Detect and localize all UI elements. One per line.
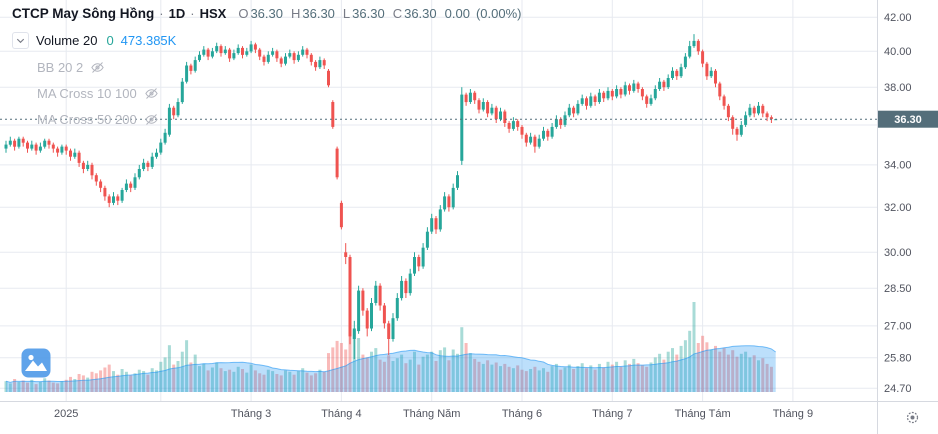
exchange-label: HSX	[199, 6, 227, 22]
indicator-row-ma-cross-50-200[interactable]: MA Cross 50 200	[12, 112, 527, 127]
volume-legend-row[interactable]: Volume 20 0 473.385K	[12, 31, 527, 49]
company-logo-icon	[21, 348, 51, 383]
svg-text:36.30: 36.30	[894, 114, 922, 126]
svg-text:38.00: 38.00	[884, 82, 912, 94]
time-axis[interactable]: 2025 Tháng 3 Tháng 4 Tháng Năm Tháng 6 Tháng …	[54, 408, 813, 420]
svg-text:27.00: 27.00	[884, 321, 912, 333]
svg-text:Tháng 7: Tháng 7	[592, 408, 632, 420]
volume-layer	[4, 302, 773, 392]
volume-ma-line	[5, 345, 776, 383]
svg-text:Tháng 3: Tháng 3	[231, 408, 271, 420]
svg-text:Tháng 9: Tháng 9	[773, 408, 813, 420]
svg-text:32.00: 32.00	[884, 202, 912, 214]
svg-text:25.80: 25.80	[884, 352, 912, 364]
svg-text:42.00: 42.00	[884, 12, 912, 24]
eye-off-icon[interactable]	[144, 112, 159, 127]
svg-text:Tháng 4: Tháng 4	[321, 408, 361, 420]
indicator-row-ma-cross-10-100[interactable]: MA Cross 10 100	[12, 86, 527, 101]
svg-text:24.70: 24.70	[884, 383, 912, 395]
change-percent: (0.00%)	[475, 6, 522, 22]
eye-off-icon[interactable]	[90, 60, 105, 75]
close-value: C 36.30	[392, 6, 437, 22]
svg-text:Tháng Tám: Tháng Tám	[675, 408, 731, 420]
bb-indicator-label[interactable]: BB 20 2	[37, 59, 84, 75]
indicator-row-bb[interactable]: BB 20 2	[12, 60, 527, 75]
volume-current-value: 0	[106, 32, 114, 48]
svg-text:Tháng 6: Tháng 6	[502, 408, 542, 420]
candles-layer	[4, 34, 778, 360]
last-price-tag: 36.30	[878, 110, 938, 128]
symbol-title-row[interactable]: CTCP May Sông Hồng · 1D · HSX O 36.30 H 36…	[12, 7, 527, 21]
price-axis[interactable]: 42.00 40.00 38.00 34.00 32.00 30.00 28.50 27.00…	[884, 12, 912, 395]
open-value: O 36.30	[238, 6, 283, 22]
change-value: 0.00	[444, 6, 470, 22]
chevron-down-icon	[16, 38, 25, 43]
low-value: L 36.30	[342, 6, 385, 22]
eye-off-icon[interactable]	[144, 86, 159, 101]
high-value: H 36.30	[290, 6, 335, 22]
svg-text:40.00: 40.00	[884, 46, 912, 58]
volume-indicator-label[interactable]: Volume 20	[36, 32, 98, 48]
separator-dot: ·	[190, 6, 195, 22]
volume-ma-area	[6, 345, 776, 392]
svg-text:28.50: 28.50	[884, 283, 912, 295]
interval-label[interactable]: 1D	[168, 6, 186, 22]
svg-text:34.00: 34.00	[884, 160, 912, 172]
ohlc-values: O 36.30 H 36.30 L 36.30 C 36.30 0.00 (0.00%)	[238, 7, 527, 20]
ma-cross-10-100-label[interactable]: MA Cross 10 100	[37, 85, 137, 101]
ma-cross-50-200-label[interactable]: MA Cross 50 200	[37, 111, 137, 127]
svg-text:Tháng Năm: Tháng Năm	[403, 408, 460, 420]
grid-layer	[0, 0, 877, 401]
separator-dot: ·	[159, 6, 164, 22]
volume-ma-value: 473.385K	[120, 32, 177, 48]
legend-collapse-button[interactable]	[12, 31, 29, 49]
axis-settings-gear-icon[interactable]	[905, 410, 920, 425]
symbol-name[interactable]: CTCP May Sông Hồng	[12, 6, 155, 21]
svg-text:2025: 2025	[54, 408, 78, 420]
svg-text:30.00: 30.00	[884, 247, 912, 259]
legend-overlay: CTCP May Sông Hồng · 1D · HSX O 36.30 H 36…	[12, 7, 527, 138]
